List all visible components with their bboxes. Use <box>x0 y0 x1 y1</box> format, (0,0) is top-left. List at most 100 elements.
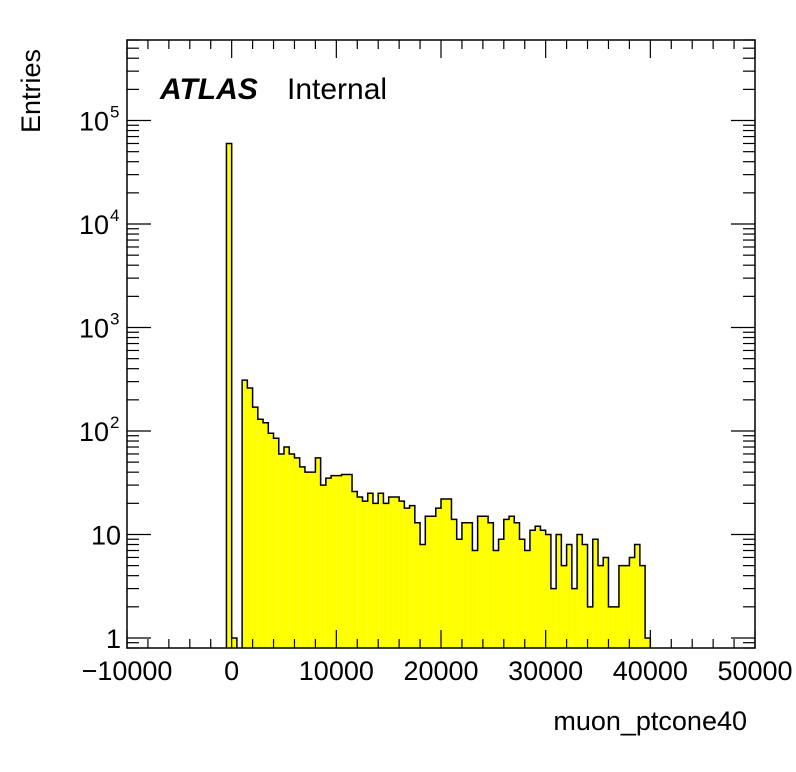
histogram-bar <box>273 438 279 648</box>
histogram-bar <box>242 380 248 648</box>
histogram-bar <box>467 522 473 648</box>
x-tick-label: 40000 <box>613 656 688 686</box>
histogram-bar <box>577 534 583 648</box>
atlas-status-label: Internal <box>287 73 387 106</box>
histogram-bar <box>493 550 499 648</box>
histogram-bar <box>352 491 358 648</box>
y-tick-label: 10 <box>79 417 109 447</box>
x-tick-label: 10000 <box>299 656 374 686</box>
histogram-bar <box>592 539 598 648</box>
histogram-bar <box>231 637 237 648</box>
x-tick-label: 20000 <box>403 656 478 686</box>
y-tick-exponent: 5 <box>110 103 119 122</box>
histogram-bar <box>409 505 415 648</box>
histogram-bar <box>582 544 588 648</box>
histogram-bar <box>488 522 494 648</box>
histogram-bar <box>629 557 635 648</box>
histogram-bar <box>325 478 332 648</box>
histogram-bar <box>550 588 557 648</box>
histogram-bar <box>482 516 489 648</box>
histogram-bar <box>388 497 394 648</box>
histogram-bar <box>383 503 389 648</box>
histogram-bar <box>540 530 546 648</box>
histogram-bar <box>529 530 536 648</box>
histogram-bar <box>263 422 269 648</box>
y-tick-exponent: 3 <box>110 310 119 329</box>
y-tick-label: 1 <box>106 624 121 654</box>
y-tick-label: 10 <box>79 107 109 137</box>
y-axis-title: Entries <box>16 49 46 133</box>
histogram-bar <box>357 497 363 648</box>
x-tick-label: 30000 <box>508 656 583 686</box>
axis-ticks <box>126 39 756 649</box>
histogram-bar <box>310 472 316 648</box>
histogram-bar <box>420 544 426 648</box>
histogram-bar <box>556 534 562 648</box>
histogram-bar <box>441 499 447 648</box>
histogram-bar <box>639 565 646 648</box>
histogram-bar <box>477 516 483 648</box>
y-tick-label: 10 <box>79 210 109 240</box>
histogram-bar <box>257 419 264 648</box>
histogram-bar <box>618 565 625 648</box>
histogram-bar <box>430 516 436 648</box>
histogram-bar <box>247 388 253 648</box>
histogram-bar <box>289 453 295 648</box>
x-tick-label: 0 <box>224 656 239 686</box>
histogram-bar <box>503 519 510 648</box>
histogram-bar <box>331 475 337 648</box>
histogram-bar <box>524 550 530 648</box>
histogram-bar <box>294 457 300 648</box>
histogram-bar <box>514 522 520 648</box>
histogram-bar <box>304 472 311 648</box>
histogram-bar <box>608 606 614 648</box>
histogram-bar <box>336 475 342 648</box>
histogram-bar <box>587 606 593 648</box>
histogram-bar <box>393 497 400 648</box>
histogram-bar <box>561 565 567 648</box>
histogram-bar <box>399 501 405 648</box>
histogram-bar <box>451 519 457 648</box>
histogram-bar <box>362 501 368 648</box>
histogram-bar <box>571 588 578 648</box>
y-tick-label: 10 <box>91 520 121 550</box>
histogram-bar <box>613 606 619 648</box>
y-tick-exponent: 2 <box>110 413 119 432</box>
x-tick-label: −10000 <box>82 656 173 686</box>
histogram-bar <box>284 447 290 648</box>
histogram-bar <box>226 143 232 648</box>
x-axis-title: muon_ptcone40 <box>553 706 747 736</box>
histogram-bar <box>519 539 525 648</box>
histogram-bar <box>252 407 258 648</box>
histogram-bar <box>278 453 284 648</box>
histogram-bar <box>566 544 572 648</box>
histogram-bar <box>624 565 630 648</box>
histogram-bar <box>535 526 541 648</box>
histogram-outline <box>225 142 652 648</box>
histogram-bar <box>425 516 431 648</box>
histogram-bar <box>404 508 410 648</box>
histogram-bar <box>414 522 421 648</box>
histogram-bar <box>456 539 462 648</box>
histogram-bar <box>367 493 373 648</box>
histogram-bar <box>461 522 468 648</box>
histogram-bar <box>346 474 353 648</box>
y-tick-label: 10 <box>79 314 109 344</box>
histogram-bar <box>435 508 441 648</box>
histogram-bars <box>226 143 651 648</box>
x-tick-labels: −10000 0 10000 20000 30000 40000 50000 <box>82 656 793 686</box>
histogram-bar <box>299 466 305 648</box>
histogram-bar <box>509 516 515 648</box>
x-tick-label: 50000 <box>717 656 792 686</box>
histogram-bar <box>446 499 452 648</box>
histogram-bar <box>498 539 504 648</box>
histogram-bar <box>341 474 347 648</box>
histogram-bar <box>372 503 379 648</box>
atlas-label: ATLAS <box>159 73 258 106</box>
y-tick-exponent: 4 <box>110 206 119 225</box>
histogram-bar <box>320 485 326 648</box>
histogram-bar <box>378 493 384 648</box>
histogram-bar <box>645 637 651 648</box>
